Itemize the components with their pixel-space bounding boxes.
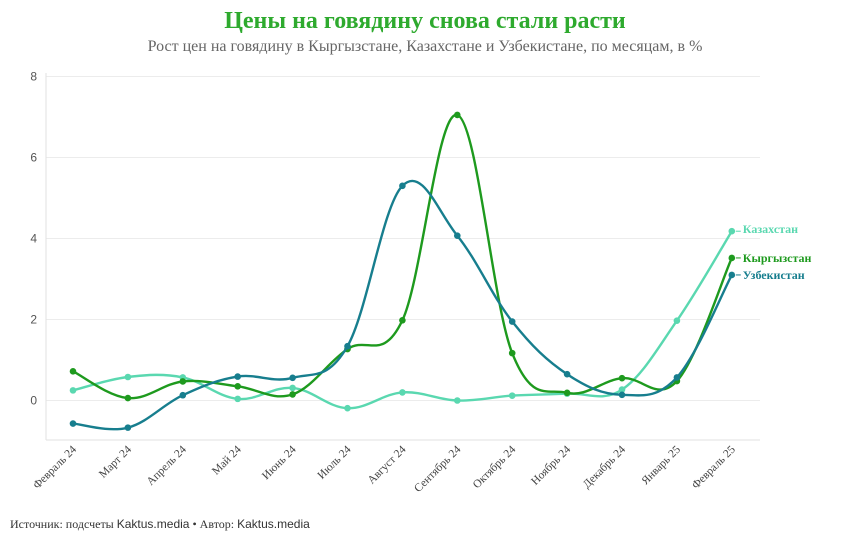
series-labels: Казахстан Кыргызстан Узбекистан <box>735 222 812 282</box>
data-point <box>234 373 241 380</box>
data-point <box>454 232 461 239</box>
data-point <box>289 384 296 392</box>
data-point <box>124 373 132 381</box>
data-point <box>344 342 351 350</box>
y-tick-label: 2 <box>30 313 37 327</box>
data-point <box>618 386 626 393</box>
series-label: Кыргызстан <box>743 251 812 265</box>
data-point <box>563 370 571 378</box>
data-point <box>344 404 351 412</box>
data-point <box>618 391 626 399</box>
data-point <box>234 395 241 403</box>
data-point <box>618 374 626 382</box>
data-point <box>399 182 406 190</box>
y-tick-label: 0 <box>30 394 37 408</box>
data-point <box>69 420 77 427</box>
data-point <box>399 389 406 396</box>
chart-title: Цены на говядину снова стали расти <box>224 8 626 34</box>
x-tick-label: Сентябрь 24 <box>412 443 463 494</box>
x-axis-ticks: Февраль 24 Март 24 Апрель 24 Май 24 Июнь 24 И… <box>31 443 738 494</box>
x-tick-label: Февраль 25 <box>690 443 738 491</box>
data-point <box>673 374 681 381</box>
data-point <box>124 424 132 431</box>
x-tick-label: Август 24 <box>366 443 409 486</box>
data-point <box>399 317 406 324</box>
source-name: Kaktus.media <box>116 517 190 531</box>
x-tick-label: Июнь 24 <box>260 443 299 482</box>
grid-lines <box>45 73 760 441</box>
data-point <box>728 227 736 235</box>
data-point <box>508 392 516 399</box>
data-point <box>69 387 77 394</box>
data-point <box>289 374 296 382</box>
x-tick-label: Февраль 24 <box>31 443 79 491</box>
y-tick-label: 8 <box>30 70 37 84</box>
data-point <box>454 397 461 404</box>
x-tick-label: Декабрь 24 <box>581 443 628 490</box>
data-point <box>508 349 516 357</box>
y-tick-label: 4 <box>30 232 37 246</box>
data-point <box>728 271 736 279</box>
x-tick-label: Октябрь 24 <box>471 443 519 491</box>
series-lines <box>69 111 736 431</box>
x-tick-label: Апрель 24 <box>145 443 189 487</box>
data-point <box>563 389 571 397</box>
chart-subtitle: Рост цен на говядину в Кыргызстане, Каза… <box>147 38 703 55</box>
data-point <box>673 317 681 325</box>
x-tick-label: Январь 25 <box>639 443 683 487</box>
data-point <box>124 394 132 402</box>
x-tick-label: Март 24 <box>97 443 134 480</box>
author-name: Kaktus.media <box>237 517 310 531</box>
data-point <box>508 318 516 325</box>
data-point <box>728 254 736 262</box>
source-prefix: Источник: подсчеты <box>10 517 117 531</box>
y-axis-ticks: 0 2 4 6 8 <box>30 70 37 408</box>
x-tick-label: Июль 24 <box>315 443 353 481</box>
series-label: Узбекистан <box>743 268 805 282</box>
data-point <box>454 111 461 119</box>
footer-source: Источник: подсчеты Kaktus.media • Автор:… <box>10 517 310 532</box>
y-tick-label: 6 <box>30 151 37 165</box>
series-label: Казахстан <box>743 222 798 236</box>
data-point <box>234 383 241 390</box>
data-point <box>179 378 187 385</box>
data-point <box>69 368 77 375</box>
x-tick-label: Май 24 <box>210 443 244 477</box>
data-point <box>179 391 187 399</box>
x-tick-label: Ноябрь 24 <box>529 443 573 487</box>
data-point <box>289 391 296 398</box>
author-prefix: • Автор: <box>189 517 238 531</box>
